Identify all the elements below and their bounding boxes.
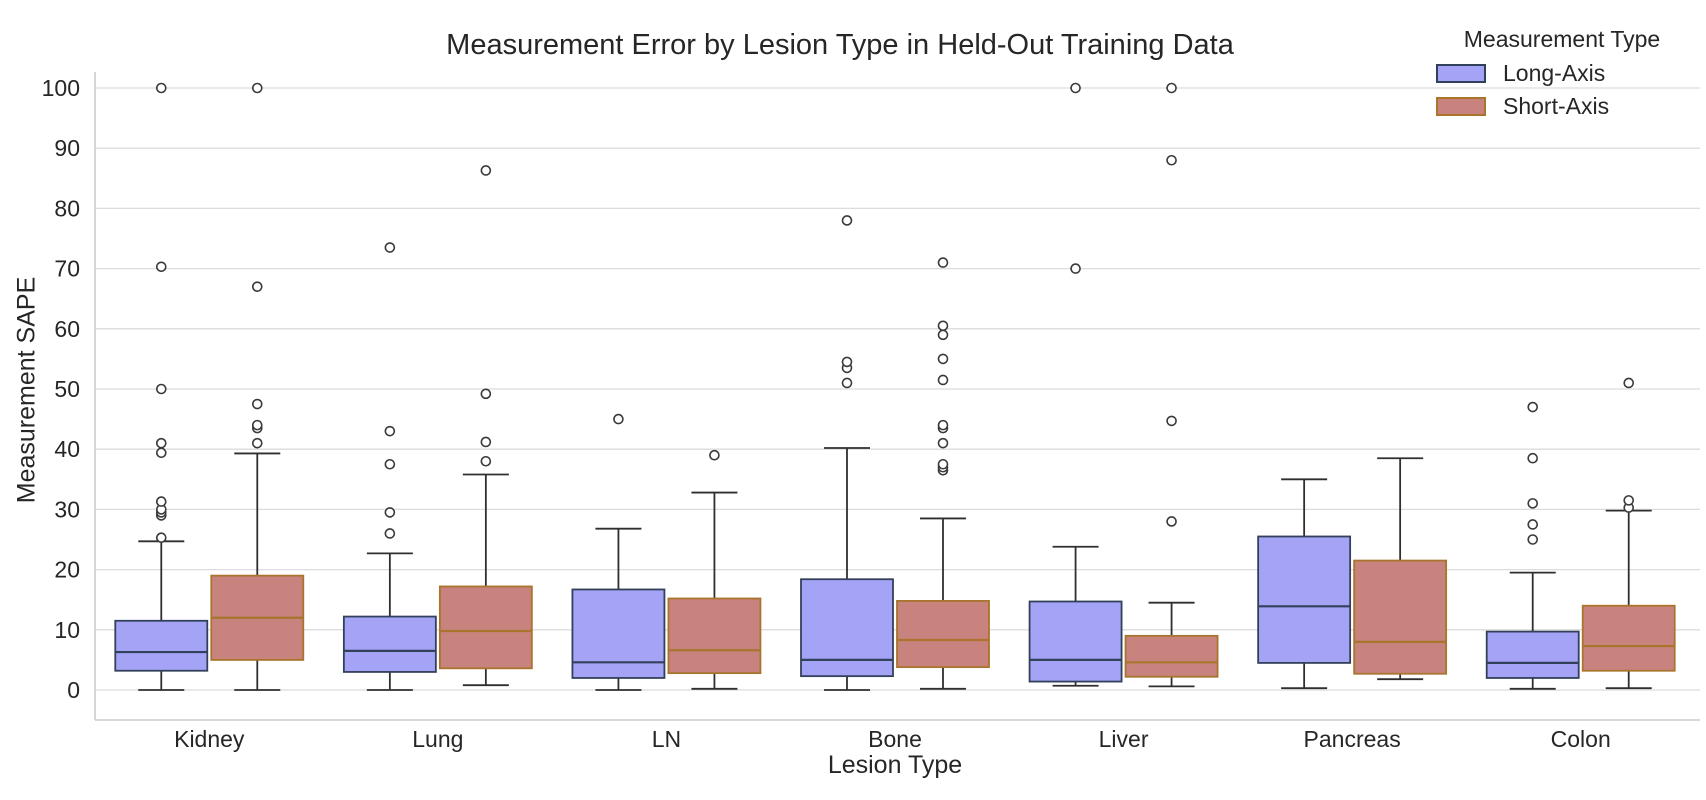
outlier-point [841,377,853,389]
series-long-axis [114,82,1580,691]
box-long-axis-ln [571,413,666,691]
box-long-axis-bone [800,215,894,691]
outlier-point [480,455,492,467]
outlier-point [155,496,167,507]
outlier-point [155,82,167,94]
outlier-point [1527,452,1539,464]
series-short-axis [210,82,1676,691]
outlier-point [1527,519,1539,530]
y-tick-label: 80 [54,195,80,221]
outlier-point [384,528,396,539]
outlier-point [1527,498,1539,509]
outlier-point [937,353,949,365]
outlier-point [841,356,853,368]
box-short-axis-kidney [210,82,305,691]
y-tick-label: 100 [42,75,80,101]
y-tick-label: 70 [54,256,80,282]
legend-label-short-axis: Short-Axis [1503,92,1610,119]
outlier-point [937,320,949,332]
outlier-point [384,425,396,437]
legend-title: Measurement Type [1463,26,1661,52]
outlier-point [155,261,167,273]
x-axis-label: Lesion Type [827,751,963,779]
box-short-axis-ln [667,449,762,690]
outlier-point [384,507,396,518]
outlier-point [1623,495,1635,506]
outlier-point [1623,377,1635,389]
outlier-point [1070,263,1081,274]
x-tick-label-lung: Lung [412,726,463,752]
x-tick-label-liver: Liver [1099,726,1149,752]
outlier-point [480,436,492,448]
outlier-point [937,374,949,386]
box-long-axis-kidney [114,82,209,691]
outlier-point [937,458,949,470]
x-tick-label-kidney: Kidney [174,726,245,752]
y-tick-label: 20 [54,557,80,583]
box-long-axis-lung [342,242,437,691]
outlier-point [841,215,853,226]
y-tick-label: 90 [54,135,80,161]
box-long-axis-liver [1028,82,1123,687]
long-axis-swatch-icon [1436,63,1486,83]
outlier-point [384,458,396,470]
box-short-axis-bone [896,257,990,690]
outlier-point [480,165,492,176]
outlier-point [1166,516,1177,527]
outlier-point [709,449,720,461]
outlier-point [1166,82,1177,94]
x-tick-label-bone: Bone [868,726,922,752]
box-short-axis-lung [438,165,533,687]
box-short-axis-colon [1581,377,1676,690]
y-tick-label: 50 [54,376,80,402]
legend-item-long-axis: Long-Axis [1436,60,1688,86]
box-short-axis-liver [1124,82,1219,688]
outlier-point [613,413,624,425]
y-tick-label: 40 [54,436,80,462]
box-long-axis-pancreas [1257,478,1352,690]
outlier-point [251,437,263,449]
outlier-point [384,242,396,253]
y-tick-labels: 0 10 20 30 40 50 60 70 80 90 100 [42,75,80,703]
y-tick-label: 10 [54,617,80,643]
outlier-point [480,388,492,400]
outlier-point [1527,534,1539,545]
outlier-point [155,532,167,543]
outlier-point [155,437,167,449]
outlier-point [251,281,263,292]
legend-item-short-axis: Short-Axis [1436,93,1688,119]
outlier-point [1527,401,1539,413]
outlier-point [937,437,949,449]
legend: Measurement Type Long-Axis Short-Axis [1436,26,1688,119]
box-long-axis-colon [1485,401,1580,690]
y-tick-label: 30 [54,496,80,522]
y-tick-label: 60 [54,316,80,342]
outlier-point [251,398,263,410]
short-axis-swatch-icon [1436,96,1486,116]
x-tick-label-colon: Colon [1551,726,1611,752]
outlier-point [155,383,167,395]
outlier-point [251,82,263,94]
outlier-point [937,329,949,341]
outlier-point [155,447,167,459]
x-tick-labels: Kidney Lung LN Bone Liver Pancreas Colon [174,726,1611,752]
outlier-point [1070,82,1081,94]
outlier-point [251,419,263,431]
outlier-point [1166,415,1177,427]
box-short-axis-pancreas [1353,457,1448,681]
x-tick-label-ln: LN [652,726,681,752]
gridlines [95,87,1700,691]
y-tick-label: 0 [67,677,80,703]
x-tick-label-pancreas: Pancreas [1304,726,1401,752]
outlier-point [937,419,949,431]
legend-label-long-axis: Long-Axis [1503,59,1606,86]
outlier-point [1166,154,1177,166]
chart-title: Measurement Error by Lesion Type in Held… [446,29,1234,61]
outlier-point [937,257,949,268]
